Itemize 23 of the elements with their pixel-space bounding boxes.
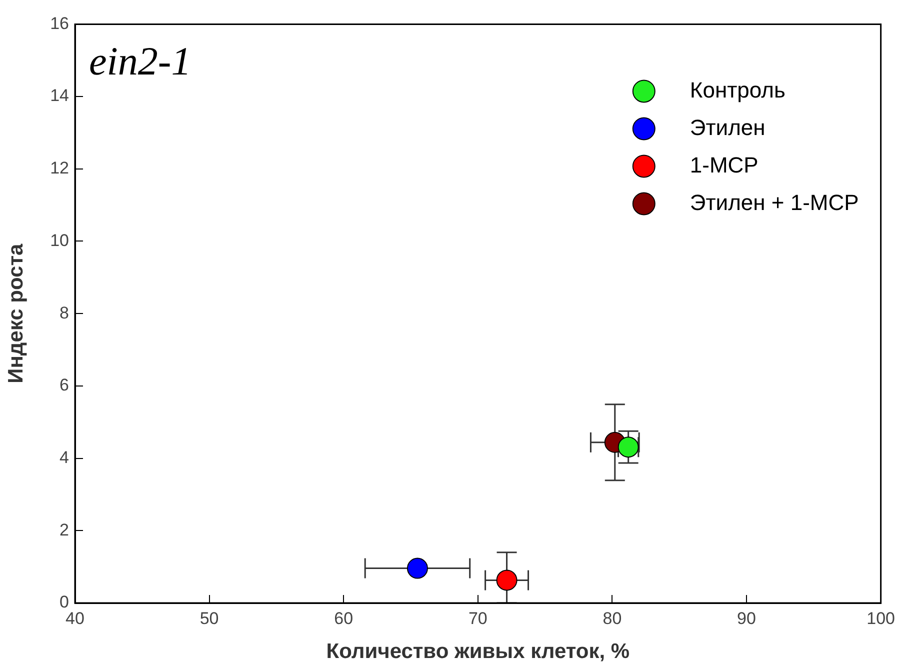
y-tick-label: 10 — [50, 230, 69, 250]
chart-title: ein2-1 — [89, 38, 192, 84]
x-tick-label: 60 — [334, 608, 354, 628]
x-axis-title: Количество живых клеток, % — [326, 640, 630, 664]
legend-label: 1-MCP — [690, 152, 758, 178]
y-tick-label: 2 — [60, 520, 69, 540]
legend-label: Контроль — [690, 77, 786, 102]
point — [496, 570, 518, 591]
x-tick-label: 50 — [200, 608, 219, 628]
y-tick-label: 16 — [50, 14, 69, 33]
y-tick-label: 6 — [60, 376, 69, 395]
y-tick-label: 8 — [60, 303, 69, 322]
legend-label: Этилен — [690, 114, 766, 140]
point — [406, 558, 428, 579]
x-tick-label: 80 — [602, 608, 622, 628]
y-tick-label: 12 — [50, 158, 69, 178]
x-tick-label: 70 — [468, 608, 488, 628]
y-tick-label: 14 — [50, 86, 69, 106]
x-tick-label: 90 — [737, 608, 756, 628]
x-tick-label: 100 — [866, 608, 896, 628]
y-axis-title: Индекс роста — [4, 244, 28, 384]
legend-label: Этилен + 1-MCP — [690, 190, 859, 215]
y-tick-label: 4 — [60, 448, 69, 467]
